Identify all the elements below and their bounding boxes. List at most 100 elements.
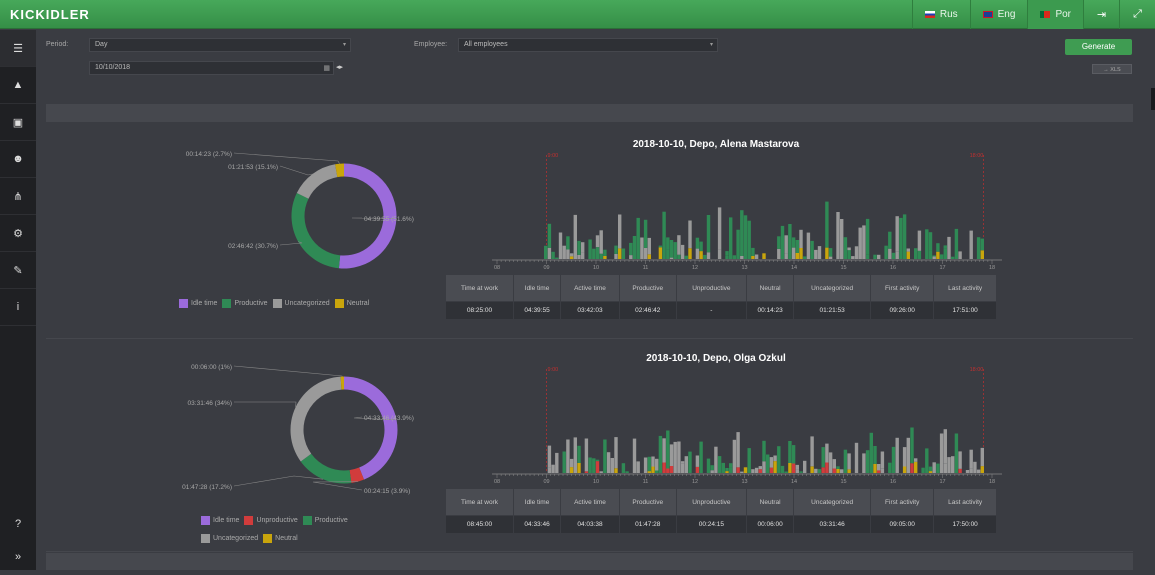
timeline-bar-uncategorized: [640, 237, 644, 259]
timeline-bar-uncategorized: [932, 256, 936, 259]
timeline-bar-uncategorized: [680, 461, 685, 464]
timeline-bar-uncategorized: [566, 439, 570, 473]
timeline-bar-productive: [936, 243, 940, 252]
date-input[interactable]: 10/10/2018 ▦: [89, 61, 334, 75]
timeline-bar-uncategorized: [976, 469, 981, 473]
hierarchy-icon: ⋔: [13, 190, 23, 203]
timeline-bar-productive: [869, 465, 873, 473]
legend-item-productive[interactable]: Productive: [222, 299, 268, 308]
employee-value: All employees: [464, 41, 508, 48]
legend-item-uncategorized[interactable]: Uncategorized: [201, 531, 258, 546]
date-prev-next[interactable]: ◂▸: [336, 64, 344, 71]
sidebar-item-info[interactable]: i: [0, 289, 36, 326]
sidebar-item-area-chart[interactable]: ▲: [0, 67, 36, 104]
timeline-bar-productive: [666, 249, 670, 259]
legend-swatch: [263, 534, 273, 543]
timeline-bar-neutral: [847, 469, 851, 473]
timeline-bar-neutral: [936, 251, 940, 259]
timeline-bar-productive: [843, 237, 848, 259]
stats-value-row: 08:45:00 04:33:46 04:03:38 01:47:28 00:24:15…: [445, 515, 997, 534]
timeline-bar-uncategorized: [673, 441, 677, 473]
timeline-bar-productive: [928, 232, 933, 251]
report-title: 2018-10-10, Depo, Olga Ozkul: [646, 353, 786, 364]
legend-item-unproductive[interactable]: Unproductive: [244, 513, 298, 528]
timeline-bar-neutral: [928, 471, 933, 473]
timeline-bar-uncategorized: [717, 207, 722, 250]
logout-button[interactable]: ⇥: [1083, 0, 1119, 29]
legend-item-uncategorized[interactable]: Uncategorized: [272, 299, 330, 308]
legend-label: Uncategorized: [213, 535, 259, 542]
legend-item-idle[interactable]: Idle time: [179, 299, 217, 308]
legend-item-productive[interactable]: Productive: [302, 513, 348, 528]
donut-slice-productive[interactable]: [291, 192, 341, 269]
donut-slice-idle[interactable]: [344, 376, 398, 480]
scrollbar[interactable]: [1151, 88, 1155, 110]
lang-por[interactable]: Por: [1027, 0, 1083, 29]
help-button[interactable]: ?: [0, 505, 36, 542]
timeline-bar-productive: [544, 245, 548, 259]
timeline-bar-neutral: [873, 463, 877, 473]
lang-rus[interactable]: Rus: [911, 0, 970, 29]
timeline-bar-productive: [592, 248, 596, 259]
donut-slice-neutral[interactable]: [335, 163, 344, 178]
timeline-bar-productive: [888, 462, 892, 473]
timeline-bar-productive: [921, 467, 925, 473]
timeline-bar-uncategorized: [569, 458, 574, 468]
sidebar-item-wrench[interactable]: ✎: [0, 252, 36, 289]
timeline-bar-productive: [747, 220, 751, 259]
donut-slice-uncategorized[interactable]: [296, 164, 338, 199]
donut-slice-label: 00:06:00 (1%): [191, 364, 232, 371]
flag-ru-icon: [924, 11, 935, 18]
export-xls-button[interactable]: → XLS: [1092, 64, 1132, 74]
sidebar-item-gears[interactable]: ⚙: [0, 215, 36, 252]
app-logo[interactable]: KICKIDLER: [10, 7, 90, 22]
sidebar-item-list[interactable]: ☰: [0, 30, 36, 67]
stats-table: Time at work Idle time Active time Producti…: [445, 488, 997, 534]
timeline-bar-uncategorized: [595, 235, 600, 248]
legend-swatch: [222, 299, 232, 308]
sidebar-item-lock[interactable]: ▣: [0, 104, 36, 141]
timeline-bar-productive: [766, 454, 770, 473]
legend-label: Neutral: [346, 300, 370, 307]
timeline-bar-uncategorized: [710, 470, 714, 473]
timeline-bar-unproductive: [910, 463, 914, 473]
timeline-bar-neutral: [980, 466, 984, 473]
donut-slice-unproductive[interactable]: [349, 467, 365, 483]
donut-legend: Idle time Unproductive Productive Uncategor…: [201, 513, 381, 549]
timeline-bar-productive: [810, 240, 814, 256]
timeline-bar-productive: [725, 251, 729, 256]
timeline-bar-unproductive: [669, 466, 674, 473]
donut-slice-label: 04:39:55 (51.6%): [364, 216, 414, 223]
legend-item-idle[interactable]: Idle time: [201, 513, 239, 528]
donut-slice-idle[interactable]: [338, 163, 397, 269]
timeline-bar-unproductive: [791, 463, 796, 473]
top-bar: KICKIDLER Rus Eng Por ⇥ ⤢: [0, 0, 1155, 29]
donut-slice-uncategorized[interactable]: [290, 376, 342, 462]
timeline-bar-uncategorized: [828, 452, 833, 473]
sidebar-item-users[interactable]: ☻: [0, 141, 36, 178]
sidebar-item-hierarchy[interactable]: ⋔: [0, 178, 36, 215]
legend-item-neutral[interactable]: Neutral: [334, 299, 370, 308]
timeline-bar-uncategorized: [758, 466, 762, 470]
timeline-bar-uncategorized: [777, 248, 781, 259]
donut-slice-neutral[interactable]: [340, 376, 344, 390]
timeline-bar-unproductive: [825, 462, 829, 473]
sidebar: ☰ ▲ ▣ ☻ ⋔ ⚙ ✎ i? »: [0, 30, 36, 570]
timeline-bar-neutral: [825, 247, 829, 259]
lang-eng[interactable]: Eng: [969, 0, 1028, 29]
calendar-icon[interactable]: ▦: [323, 65, 330, 72]
generate-button[interactable]: Generate: [1065, 39, 1132, 55]
help-icon: ?: [14, 517, 22, 530]
timeline-bar-productive: [688, 451, 692, 473]
legend-item-neutral[interactable]: Neutral: [263, 531, 298, 546]
sidebar-expand-button[interactable]: »: [0, 538, 36, 575]
timeline-bar-uncategorized: [751, 469, 755, 473]
period-select[interactable]: Day ▾: [89, 38, 351, 52]
timeline-bar-productive: [943, 248, 947, 259]
donut-slice-productive[interactable]: [300, 453, 352, 484]
fullscreen-button[interactable]: ⤢: [1119, 0, 1155, 29]
period-label: Period:: [46, 41, 69, 48]
timeline-bar-productive: [914, 248, 918, 259]
employee-select[interactable]: All employees ▾: [458, 38, 718, 52]
timeline-bar-productive: [703, 254, 707, 259]
